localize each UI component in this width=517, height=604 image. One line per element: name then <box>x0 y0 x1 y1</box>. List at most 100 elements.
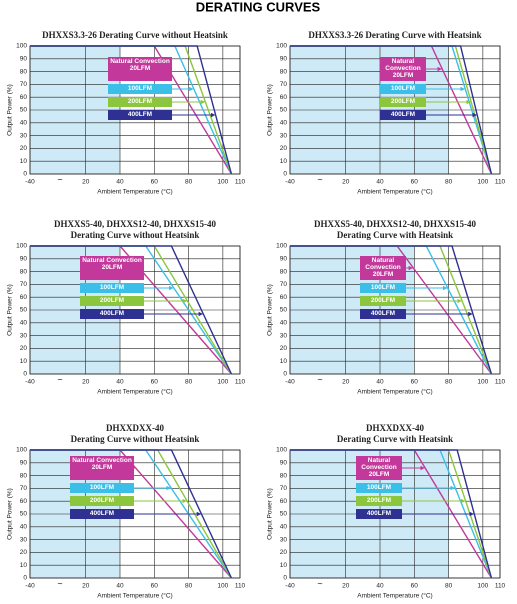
x-tick-label: 20 <box>342 583 350 590</box>
y-tick-label: 0 <box>23 171 27 178</box>
legend-box: 200LFM <box>70 496 134 506</box>
x-axis-label: Ambient Temperature (°C) <box>97 188 172 196</box>
legend-label: Natural Convection 20LFM <box>70 456 134 480</box>
y-tick-label: 20 <box>20 549 28 556</box>
y-tick-label: 40 <box>280 320 288 327</box>
x-tick-label: -40 <box>25 379 35 386</box>
y-tick-label: 10 <box>20 562 28 569</box>
y-tick-label: 10 <box>280 158 288 165</box>
y-tick-label: 50 <box>20 307 28 314</box>
y-tick-label: 0 <box>283 171 287 178</box>
legend-box: 200LFM <box>108 97 172 107</box>
y-tick-label: 0 <box>283 371 287 378</box>
x-tick-label: 100 <box>217 379 228 386</box>
x-tick-label: -40 <box>285 583 295 590</box>
chart-title: DHXXS3.3-26 Derating Curve with Heatsink <box>308 30 481 40</box>
y-tick-label: 70 <box>280 281 288 288</box>
y-tick-label: 10 <box>280 562 288 569</box>
legend-box: 100LFM <box>80 283 144 293</box>
y-tick-label: 100 <box>276 447 287 454</box>
y-tick-label: 90 <box>280 256 288 263</box>
x-tick-label: 100 <box>477 179 488 186</box>
x-tick-label: 40 <box>376 179 384 186</box>
chart-title: Derating Curve with Heatsink <box>337 434 453 444</box>
y-tick-label: 100 <box>16 447 27 454</box>
legend-box: 400LFM <box>70 509 134 519</box>
y-axis-label: Output Power (%) <box>267 284 274 336</box>
chart-title: DHXXS5-40, DHXXS12-40, DHXXS15-40 <box>54 219 217 229</box>
y-tick-label: 20 <box>280 549 288 556</box>
y-tick-label: 40 <box>280 524 288 531</box>
legend-label: 100LFM <box>360 283 406 293</box>
x-tick-label: 20 <box>82 583 90 590</box>
y-tick-label: 50 <box>280 511 288 518</box>
y-tick-label: 30 <box>280 132 288 139</box>
legend-box: Natural Convection 20LFM <box>360 256 406 280</box>
y-tick-label: 40 <box>20 120 28 127</box>
axis-break: ~ <box>317 374 322 384</box>
legend-label: Natural Convection 20LFM <box>360 256 406 280</box>
axis-break: ~ <box>317 174 322 184</box>
x-tick-label: 80 <box>185 379 193 386</box>
legend-box: 200LFM <box>360 296 406 306</box>
legend-box: 400LFM <box>380 110 426 120</box>
y-tick-label: 50 <box>20 107 28 114</box>
x-tick-label: 60 <box>151 583 159 590</box>
x-tick-label: 60 <box>411 583 419 590</box>
x-tick-label: 80 <box>185 179 193 186</box>
x-tick-label: 110 <box>495 583 506 590</box>
x-tick-label: -40 <box>25 179 35 186</box>
legend-label: 400LFM <box>70 509 134 519</box>
derating-line <box>30 245 233 375</box>
y-tick-label: 100 <box>16 243 27 250</box>
y-tick-label: 100 <box>276 243 287 250</box>
legend-label: Natural Convection 20LFM <box>80 256 144 280</box>
chart-title: Derating Curve with Heatsink <box>337 230 453 240</box>
legend-label: 100LFM <box>70 483 134 493</box>
x-tick-label: 80 <box>445 379 453 386</box>
x-tick-label: 40 <box>376 379 384 386</box>
legend-label: Natural Convection 20LFM <box>356 456 402 480</box>
derating-line <box>290 449 493 579</box>
derating-line <box>290 245 493 375</box>
x-tick-label: 80 <box>445 583 453 590</box>
y-tick-label: 30 <box>20 536 28 543</box>
y-tick-label: 40 <box>280 120 288 127</box>
legend-box: 100LFM <box>70 483 134 493</box>
legend-box: Natural Convection 20LFM <box>80 256 144 280</box>
x-tick-label: 80 <box>445 179 453 186</box>
y-tick-label: 90 <box>20 460 28 467</box>
legend-label: 200LFM <box>70 496 134 506</box>
chart-title: DHXXDXX-40 <box>106 423 164 433</box>
legend-label: 400LFM <box>356 509 402 519</box>
x-tick-label: 40 <box>116 583 124 590</box>
chart-title: Derating Curve without Heatsink <box>71 230 200 240</box>
x-tick-label: 20 <box>82 379 90 386</box>
legend-label: 400LFM <box>380 110 426 120</box>
legend-box: 200LFM <box>80 296 144 306</box>
y-tick-label: 0 <box>23 575 27 582</box>
x-tick-label: 40 <box>376 583 384 590</box>
y-tick-label: 40 <box>20 320 28 327</box>
y-tick-label: 20 <box>280 345 288 352</box>
y-tick-label: 60 <box>280 498 288 505</box>
x-tick-label: 110 <box>495 379 506 386</box>
legend-label: 200LFM <box>80 296 144 306</box>
x-axis-label: Ambient Temperature (°C) <box>357 592 432 600</box>
x-tick-label: 110 <box>235 379 246 386</box>
x-tick-label: 20 <box>342 179 350 186</box>
y-tick-label: 70 <box>20 485 28 492</box>
legend-box: Natural Convection 20LFM <box>108 57 172 81</box>
x-tick-label: 110 <box>235 179 246 186</box>
axis-break: ~ <box>57 578 62 588</box>
legend-box: Natural Convection 20LFM <box>356 456 402 480</box>
legend-box: 400LFM <box>356 509 402 519</box>
x-tick-label: -40 <box>285 379 295 386</box>
chart-title: Derating Curve without Heatsink <box>71 434 200 444</box>
x-tick-label: -40 <box>285 179 295 186</box>
x-tick-label: 110 <box>495 179 506 186</box>
x-tick-label: 20 <box>82 179 90 186</box>
derating-line <box>290 45 493 175</box>
y-tick-label: 30 <box>280 536 288 543</box>
